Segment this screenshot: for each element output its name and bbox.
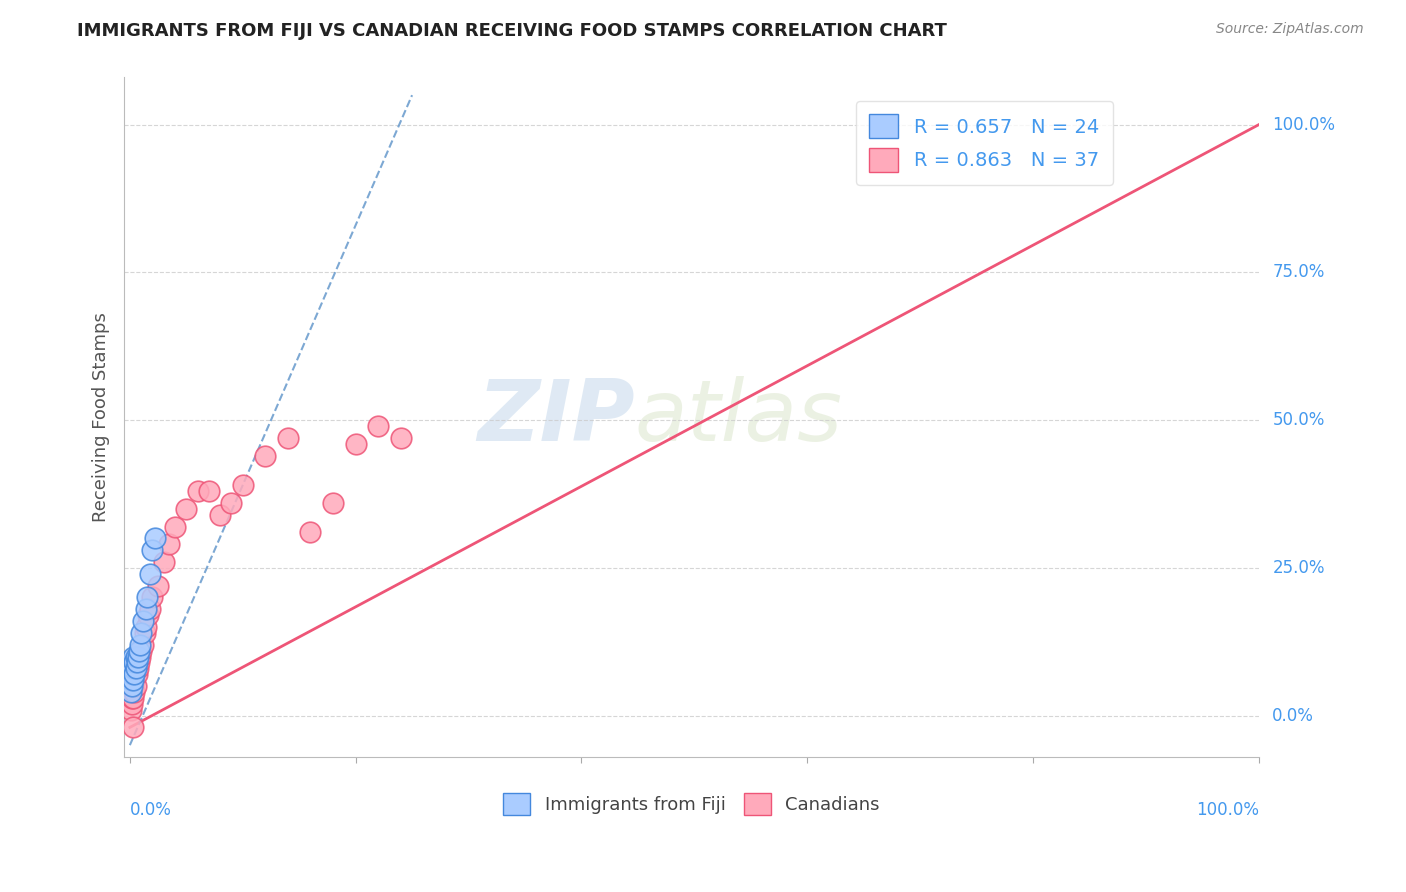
Point — [121, 697, 143, 711]
Point — [122, 679, 145, 693]
Point — [128, 656, 150, 670]
Point — [322, 496, 344, 510]
Point — [121, 656, 143, 670]
Point — [124, 661, 146, 675]
Point — [121, 690, 143, 705]
Point — [122, 673, 145, 687]
Point — [176, 501, 198, 516]
Point — [124, 656, 146, 670]
Text: 100.0%: 100.0% — [1272, 116, 1336, 134]
Point — [124, 667, 146, 681]
Point — [124, 679, 146, 693]
Text: 50.0%: 50.0% — [1272, 411, 1324, 429]
Text: 100.0%: 100.0% — [1195, 801, 1258, 819]
Point — [143, 532, 166, 546]
Point — [129, 638, 152, 652]
Point — [122, 649, 145, 664]
Point — [367, 419, 389, 434]
Point — [125, 656, 148, 670]
Text: IMMIGRANTS FROM FIJI VS CANADIAN RECEIVING FOOD STAMPS CORRELATION CHART: IMMIGRANTS FROM FIJI VS CANADIAN RECEIVI… — [77, 22, 948, 40]
Point — [299, 525, 322, 540]
Point — [120, 685, 142, 699]
Point — [127, 661, 149, 675]
Y-axis label: Receiving Food Stamps: Receiving Food Stamps — [93, 312, 110, 522]
Point — [254, 449, 277, 463]
Point — [128, 643, 150, 657]
Point — [120, 661, 142, 675]
Point — [125, 667, 148, 681]
Text: Source: ZipAtlas.com: Source: ZipAtlas.com — [1216, 22, 1364, 37]
Point — [141, 591, 163, 605]
Point — [121, 679, 143, 693]
Point — [187, 484, 209, 499]
Point — [129, 625, 152, 640]
Point — [121, 667, 143, 681]
Point — [120, 703, 142, 717]
Text: 75.0%: 75.0% — [1272, 263, 1324, 282]
Point — [135, 620, 157, 634]
Point — [122, 720, 145, 734]
Point — [344, 437, 367, 451]
Text: 25.0%: 25.0% — [1272, 559, 1324, 577]
Point — [139, 602, 162, 616]
Text: 0.0%: 0.0% — [1272, 706, 1315, 724]
Point — [120, 673, 142, 687]
Text: 0.0%: 0.0% — [129, 801, 172, 819]
Point — [139, 566, 162, 581]
Point — [124, 673, 146, 687]
Point — [389, 431, 412, 445]
Point — [124, 649, 146, 664]
Text: ZIP: ZIP — [477, 376, 634, 458]
Point — [129, 643, 152, 657]
Point — [124, 685, 146, 699]
Point — [277, 431, 299, 445]
Point — [122, 661, 145, 675]
Point — [221, 496, 243, 510]
Point — [132, 638, 155, 652]
Point — [129, 649, 152, 664]
Point — [198, 484, 221, 499]
Legend: Immigrants from Fiji, Canadians: Immigrants from Fiji, Canadians — [496, 786, 887, 822]
Point — [157, 537, 180, 551]
Point — [134, 625, 156, 640]
Point — [127, 649, 149, 664]
Point — [141, 543, 163, 558]
Text: atlas: atlas — [634, 376, 842, 458]
Point — [132, 614, 155, 628]
Point — [146, 579, 169, 593]
Point — [135, 591, 157, 605]
Point — [163, 519, 186, 533]
Point — [152, 555, 174, 569]
Point — [122, 690, 145, 705]
Point — [209, 508, 232, 522]
Point — [232, 478, 254, 492]
Point — [136, 608, 159, 623]
Point — [135, 602, 157, 616]
